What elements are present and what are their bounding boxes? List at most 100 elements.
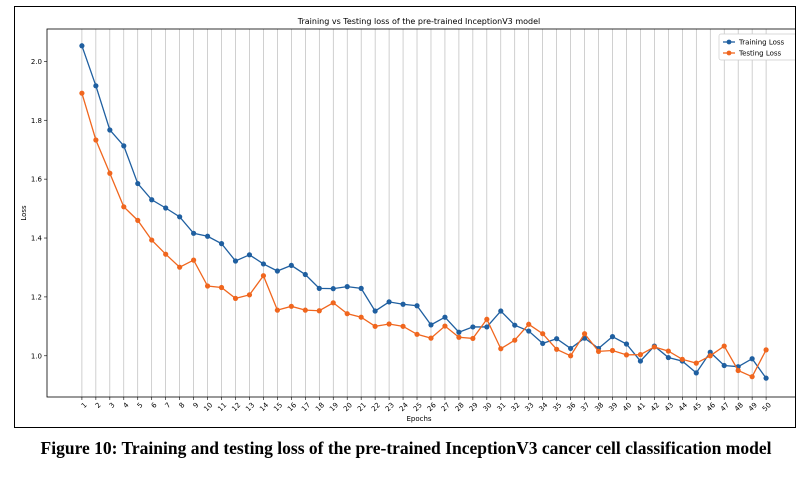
data-point bbox=[693, 370, 699, 376]
loss-chart: Training vs Testing loss of the pre-trai… bbox=[20, 17, 795, 423]
data-point bbox=[302, 307, 308, 313]
data-point bbox=[232, 295, 239, 301]
x-tick-label: 15 bbox=[272, 401, 284, 413]
data-point bbox=[763, 347, 769, 353]
data-point bbox=[400, 301, 406, 307]
x-tick-label: 8 bbox=[178, 401, 187, 410]
x-tick-label: 38 bbox=[593, 401, 605, 413]
series-line bbox=[81, 45, 767, 379]
plot-area bbox=[46, 28, 795, 398]
data-point bbox=[218, 241, 225, 247]
x-tick-label: 21 bbox=[356, 401, 368, 413]
data-point bbox=[246, 252, 253, 258]
legend-swatch-marker bbox=[726, 39, 732, 45]
data-point bbox=[218, 284, 225, 291]
data-point bbox=[540, 331, 546, 337]
x-tick-label: 30 bbox=[482, 401, 494, 413]
y-axis-label: Loss bbox=[20, 205, 28, 221]
data-point bbox=[414, 303, 420, 309]
data-point bbox=[749, 374, 755, 380]
data-point bbox=[679, 356, 685, 362]
data-point bbox=[637, 352, 644, 358]
data-point bbox=[316, 308, 322, 314]
x-tick-label: 7 bbox=[164, 401, 173, 410]
x-tick-label: 20 bbox=[342, 401, 354, 413]
data-point bbox=[470, 335, 476, 342]
legend-swatch-marker bbox=[726, 50, 732, 56]
data-point bbox=[93, 137, 99, 143]
data-point bbox=[191, 230, 197, 236]
x-tick-label: 2 bbox=[94, 401, 103, 410]
x-tick-label: 31 bbox=[496, 401, 508, 413]
data-point bbox=[749, 356, 755, 362]
data-point bbox=[163, 205, 169, 211]
x-tick-label: 4 bbox=[122, 401, 131, 410]
data-point bbox=[121, 143, 127, 149]
data-point bbox=[260, 273, 267, 279]
data-point bbox=[721, 362, 727, 369]
data-point bbox=[274, 268, 280, 274]
data-point bbox=[707, 353, 713, 359]
data-point bbox=[512, 337, 518, 343]
series-line bbox=[81, 92, 767, 378]
x-tick-label: 19 bbox=[328, 401, 340, 413]
data-point bbox=[693, 360, 699, 366]
data-point bbox=[260, 261, 267, 267]
x-tick-label: 14 bbox=[258, 401, 270, 413]
series-testing-loss bbox=[79, 90, 769, 380]
data-point bbox=[302, 271, 308, 278]
data-point bbox=[372, 323, 378, 329]
series-training-loss bbox=[79, 43, 769, 381]
x-tick-label: 23 bbox=[384, 401, 396, 413]
x-tick-label: 40 bbox=[621, 401, 633, 413]
grid bbox=[81, 29, 767, 397]
data-point bbox=[595, 348, 602, 354]
data-point bbox=[93, 83, 99, 89]
chart-title: Training vs Testing loss of the pre-trai… bbox=[297, 17, 540, 26]
data-point bbox=[288, 303, 294, 309]
data-point bbox=[609, 347, 616, 354]
data-point bbox=[386, 321, 392, 327]
data-point bbox=[484, 324, 490, 330]
data-point bbox=[428, 322, 434, 328]
data-point bbox=[191, 257, 197, 263]
figure-caption: Figure 10: Training and testing loss of … bbox=[40, 438, 772, 458]
data-point bbox=[735, 367, 741, 374]
legend-label: Testing Loss bbox=[738, 50, 782, 58]
x-tick-label: 13 bbox=[244, 401, 256, 413]
x-tick-label: 37 bbox=[579, 401, 591, 413]
x-tick-label: 24 bbox=[398, 401, 410, 413]
data-point bbox=[554, 346, 560, 352]
x-tick-label: 49 bbox=[747, 401, 759, 413]
data-point bbox=[204, 233, 211, 239]
x-tick-label: 35 bbox=[551, 401, 563, 413]
legend-box bbox=[718, 33, 795, 61]
data-point bbox=[609, 334, 616, 340]
chart-frame: Training vs Testing loss of the pre-trai… bbox=[14, 6, 796, 428]
data-point bbox=[498, 346, 504, 352]
data-point bbox=[344, 311, 350, 317]
data-point bbox=[568, 353, 574, 359]
x-tick-label: 41 bbox=[635, 401, 647, 413]
y-tick-label: 1.0 bbox=[31, 352, 42, 360]
x-tick-label: 32 bbox=[510, 401, 522, 413]
legend: Training Loss Testing Loss bbox=[718, 33, 795, 61]
x-tick-label: 1 bbox=[80, 401, 89, 410]
data-point bbox=[344, 284, 350, 290]
x-tick-label: 26 bbox=[426, 401, 438, 413]
y-tick-label: 1.8 bbox=[31, 117, 42, 125]
data-point bbox=[428, 335, 434, 341]
y-axis: 1.0 1.2 1.4 1.6 1.8 2.0 bbox=[31, 58, 47, 360]
data-point bbox=[358, 314, 364, 320]
data-point bbox=[79, 90, 85, 96]
data-point bbox=[107, 127, 113, 133]
data-point bbox=[204, 283, 211, 289]
x-tick-label: 9 bbox=[192, 401, 201, 410]
data-point bbox=[540, 340, 546, 347]
data-point bbox=[456, 334, 462, 340]
y-tick-label: 1.4 bbox=[31, 235, 43, 243]
data-point bbox=[554, 336, 560, 342]
data-point bbox=[386, 299, 392, 305]
data-point bbox=[456, 329, 462, 335]
